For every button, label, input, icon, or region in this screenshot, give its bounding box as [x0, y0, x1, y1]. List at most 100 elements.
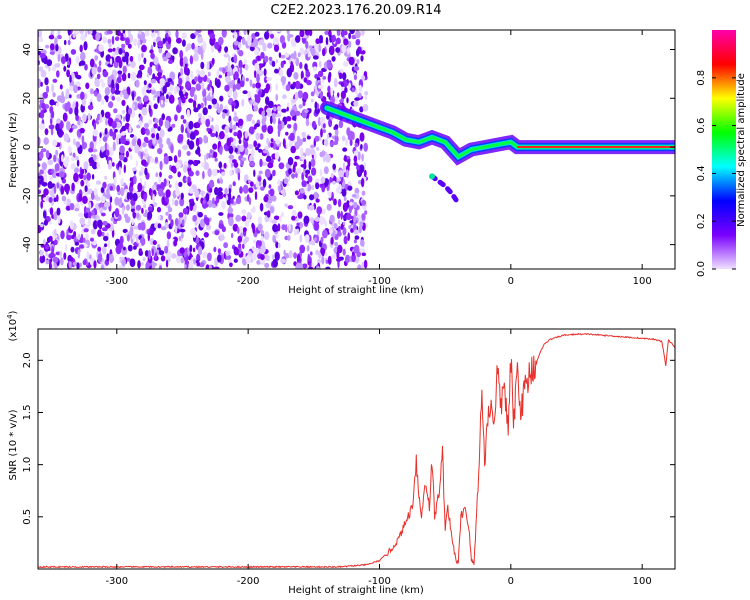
noise-dot [47, 159, 54, 165]
noise-dot [182, 207, 189, 215]
noise-dot [82, 113, 87, 123]
noise-dot [53, 211, 58, 221]
noise-dot [160, 99, 164, 105]
noise-dot [39, 52, 46, 59]
noise-dot [85, 233, 89, 240]
noise-dot [189, 55, 194, 65]
noise-dot [84, 185, 88, 193]
noise-dot [187, 176, 191, 183]
noise-dot [203, 217, 207, 222]
noise-dot [310, 98, 314, 103]
spectrogram-x-tick-label: 100 [633, 276, 652, 287]
noise-dot [228, 202, 232, 212]
noise-dot [48, 261, 52, 269]
noise-dot [105, 95, 109, 103]
noise-dot [120, 131, 127, 136]
noise-dot [67, 60, 70, 66]
noise-dot [335, 37, 341, 45]
noise-dot [238, 50, 244, 57]
noise-dot [145, 129, 150, 136]
noise-dot [157, 147, 163, 155]
noise-dot [280, 212, 284, 218]
noise-dot [280, 54, 286, 59]
noise-dot [262, 149, 269, 154]
noise-dot [350, 228, 354, 233]
spectrogram-ylabel: Frequency (Hz) [8, 112, 19, 188]
noise-dot [348, 130, 355, 140]
noise-dot [330, 141, 333, 147]
noise-dot [197, 112, 203, 118]
noise-dot [135, 204, 142, 211]
noise-dot [283, 178, 289, 185]
noise-dot [258, 39, 264, 46]
noise-dot [241, 215, 247, 222]
noise-dot [94, 78, 100, 87]
noise-dot [279, 35, 285, 44]
noise-dot [170, 165, 177, 173]
noise-dot [241, 98, 245, 107]
noise-dot [82, 195, 88, 204]
noise-dot [166, 250, 172, 260]
noise-dot [258, 181, 262, 187]
noise-dot [185, 80, 191, 90]
noise-dot [51, 253, 56, 258]
noise-dot [68, 256, 74, 262]
noise-dot [118, 73, 122, 78]
noise-dot [116, 184, 121, 193]
noise-dot [315, 198, 320, 203]
noise-dot [87, 112, 91, 121]
noise-dot [40, 223, 44, 228]
noise-dot [49, 220, 52, 225]
noise-dot [151, 262, 158, 267]
noise-dot [121, 43, 126, 48]
noise-dot [267, 162, 274, 169]
noise-dot [301, 172, 305, 181]
noise-dot [120, 187, 125, 197]
noise-dot [300, 70, 304, 80]
noise-dot [141, 159, 147, 166]
noise-dot [168, 174, 173, 179]
noise-dot [154, 118, 159, 124]
noise-dot [56, 128, 63, 136]
noise-dot [255, 132, 261, 141]
noise-dot [338, 169, 344, 178]
noise-dot [296, 135, 300, 143]
noise-dot [274, 152, 280, 161]
snr-y-tick-label: 2.0 [22, 352, 33, 368]
noise-dot [359, 132, 365, 142]
noise-dot [239, 80, 245, 88]
noise-dot [223, 162, 227, 169]
noise-dot [257, 216, 263, 226]
noise-dot [248, 197, 252, 206]
noise-dot [168, 84, 174, 92]
noise-dot [76, 159, 80, 167]
noise-dot [157, 96, 160, 104]
noise-dot [272, 223, 278, 233]
noise-dot [156, 206, 162, 213]
noise-dot [257, 90, 262, 98]
noise-dot [300, 164, 306, 168]
noise-dot [60, 185, 65, 195]
noise-dot [296, 222, 300, 227]
noise-dot [353, 229, 359, 235]
noise-dot [165, 259, 169, 268]
noise-dot [197, 36, 204, 44]
noise-dot [118, 166, 122, 176]
noise-dot [160, 226, 167, 231]
noise-dot [346, 200, 350, 208]
noise-dot [214, 230, 220, 236]
noise-dot [180, 115, 185, 120]
noise-dot [195, 149, 200, 155]
noise-dot [239, 67, 243, 75]
noise-dot [128, 107, 132, 115]
noise-dot [266, 77, 273, 81]
noise-dot [264, 168, 271, 178]
noise-dot [159, 171, 162, 178]
secondary-branch-peak [429, 173, 436, 180]
noise-dot [213, 246, 217, 253]
noise-dot [229, 262, 233, 268]
noise-dot [101, 227, 108, 232]
noise-dot [141, 106, 148, 116]
noise-dot [353, 214, 357, 223]
noise-dot [277, 223, 281, 232]
